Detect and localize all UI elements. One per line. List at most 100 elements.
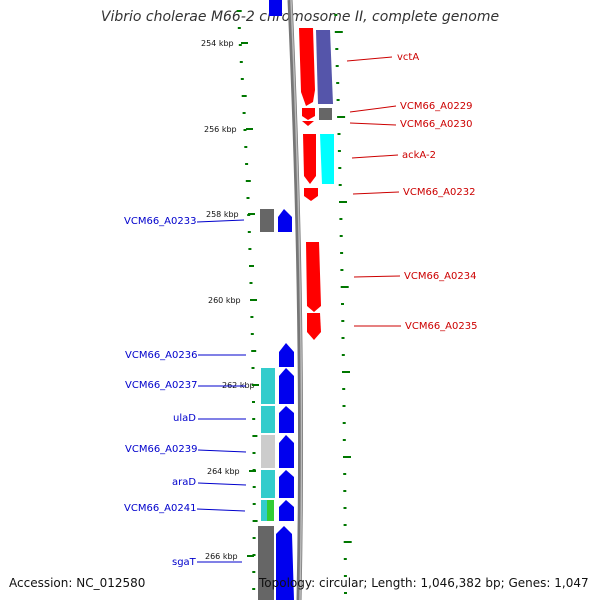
gene-label-VCM66_A0235[interactable]: VCM66_A0235 [405, 321, 477, 332]
ring-dot [344, 592, 347, 594]
right-gene-labels: vctA VCM66_A0229 VCM66_A0230 ackA-2 VCM6… [346, 52, 477, 332]
gene-label-VCM66_A0239[interactable]: VCM66_A0239 [125, 444, 197, 455]
gene-araD[interactable] [279, 470, 294, 498]
ring-dot [252, 571, 256, 573]
ring-dot [343, 473, 347, 475]
gene-sgaT[interactable] [276, 526, 294, 600]
ring-dot [341, 320, 345, 322]
ring-dot [252, 537, 256, 539]
label-leader [352, 191, 400, 195]
ring-dot [343, 507, 347, 509]
ring-dot [237, 27, 241, 29]
gene-VCM66_A0239[interactable] [279, 435, 294, 468]
gene-label-ulaD[interactable]: ulaD [173, 413, 196, 424]
ring-dot [244, 146, 248, 148]
ring-dot [340, 286, 349, 288]
gene-label-sgaT[interactable]: sgaT [172, 557, 197, 568]
gene-VCM66_A0237-left[interactable] [261, 368, 275, 404]
ring-dot [236, 10, 242, 12]
ring-dot [239, 61, 243, 63]
ring-dot [238, 44, 242, 46]
ring-dot [249, 265, 254, 267]
gene-VCM66_A0237[interactable] [279, 368, 294, 404]
ring-dot [248, 248, 252, 250]
ring-dot [251, 367, 255, 369]
ring-dot [337, 133, 341, 135]
gene-top-partial[interactable] [269, 0, 282, 16]
gene-label-VCM66_A0230[interactable]: VCM66_A0230 [400, 119, 472, 130]
label-leader [197, 482, 247, 486]
label-leader [196, 219, 245, 223]
kbp-tick [248, 213, 255, 215]
gene-vctA[interactable] [299, 28, 315, 106]
ring-dot [336, 82, 340, 84]
kbp-tick [252, 384, 259, 386]
gene-label-ackA-2[interactable]: ackA-2 [402, 150, 436, 161]
gene-VCM66_A0233-arrow[interactable] [278, 209, 292, 232]
ring-dot [252, 588, 256, 590]
gene-label-VCM66_A0241[interactable]: VCM66_A0241 [124, 503, 196, 514]
gene-label-VCM66_A0232[interactable]: VCM66_A0232 [403, 187, 475, 198]
gene-VCM66_A0236[interactable] [279, 343, 294, 367]
gene-VCM66_A0232[interactable] [304, 188, 318, 201]
gene-VCM66_A0229[interactable] [302, 108, 315, 120]
gene-label-VCM66_A0237[interactable]: VCM66_A0237 [125, 380, 197, 391]
gene-VCM66_A0234[interactable] [306, 242, 321, 312]
gene-VCM66_A0230[interactable] [302, 121, 314, 126]
gene-ulaD[interactable] [279, 406, 294, 433]
gene-label-araD[interactable]: araD [172, 477, 196, 488]
label-leader [353, 275, 401, 278]
gene-ulaD-left[interactable] [261, 406, 275, 433]
ring-dot [342, 439, 346, 441]
ring-dot [342, 388, 346, 390]
label-leader [197, 449, 247, 453]
ring-dot [339, 201, 347, 203]
gene-ackA-2[interactable] [303, 134, 316, 184]
reverse-strand-genes [299, 28, 334, 340]
label-leader [351, 154, 399, 159]
ring-dot [247, 231, 251, 233]
gene-VCM66_A0241[interactable] [279, 500, 294, 521]
ring-dot [337, 116, 346, 118]
ring-dot [337, 150, 341, 152]
chromosome-backbone-highlight [290, 0, 303, 600]
kbp-label: 260 kbp [208, 296, 241, 305]
gene-label-VCM66_A0229[interactable]: VCM66_A0229 [400, 101, 472, 112]
ring-dot [252, 418, 256, 420]
ring-dot [343, 524, 347, 526]
ring-dot [241, 95, 247, 97]
gene-VCM66_A0241-left[interactable] [261, 500, 268, 521]
ring-dot [251, 350, 257, 352]
forward-strand-genes [258, 209, 294, 600]
accession-text: Accession: NC_012580 [9, 576, 146, 590]
ring-dot [342, 405, 346, 407]
gene-sgaT-left[interactable] [258, 526, 274, 600]
label-leader [349, 122, 397, 126]
gene-label-vctA[interactable]: vctA [397, 52, 419, 63]
gene-araD-left[interactable] [261, 470, 275, 498]
gene-label-VCM66_A0233[interactable]: VCM66_A0233 [124, 216, 196, 227]
ring-dot [250, 316, 254, 318]
ring-dot [335, 65, 339, 67]
ring-dot [341, 303, 344, 305]
ring-dot [342, 422, 346, 424]
ring-dot [339, 235, 343, 237]
gene-ackA-2-partner[interactable] [320, 134, 334, 184]
gene-VCM66_A0235[interactable] [307, 313, 321, 340]
ring-dot [249, 282, 253, 284]
gene-VCM66_A0241-green[interactable] [267, 500, 274, 521]
gene-label-VCM66_A0236[interactable]: VCM66_A0236 [125, 350, 197, 361]
gene-VCM66_A0229-partner[interactable] [319, 108, 332, 120]
kbp-tick [241, 42, 248, 44]
kbp-tick [246, 128, 253, 130]
ring-dot [240, 78, 244, 80]
gene-VCM66_A0233[interactable] [260, 209, 274, 232]
gene-VCM66_A0239-left[interactable] [261, 435, 275, 468]
ring-dot [338, 167, 342, 169]
ring-dot [343, 558, 347, 560]
gene-vctA-partner[interactable] [316, 30, 333, 104]
page-title: Vibrio cholerae M66-2 chromosome II, com… [100, 9, 500, 25]
label-leader [349, 105, 397, 113]
gene-label-VCM66_A0234[interactable]: VCM66_A0234 [404, 271, 476, 282]
ring-dot [246, 197, 250, 199]
